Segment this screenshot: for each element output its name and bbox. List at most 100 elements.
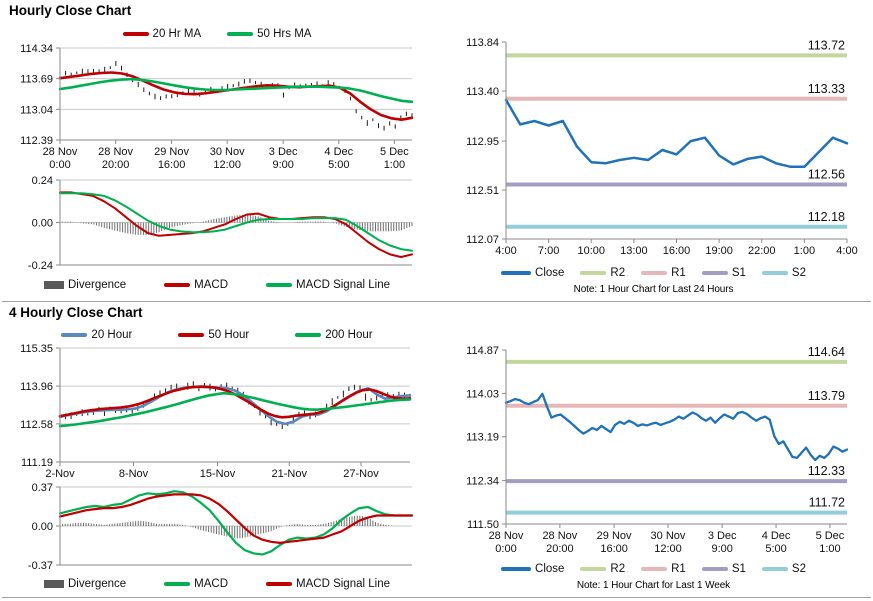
- legend-item-s2: S2: [761, 563, 806, 575]
- svg-text:5:00: 5:00: [328, 159, 349, 171]
- svg-text:112.07: 112.07: [466, 234, 499, 246]
- svg-text:27-Nov: 27-Nov: [343, 468, 379, 480]
- svg-text:28 Nov: 28 Nov: [489, 530, 524, 542]
- hourly_macd-legend: Divergence MACD MACD Signal Line: [14, 275, 420, 295]
- legend-item-r2: R2: [580, 267, 625, 279]
- svg-text:111.19: 111.19: [21, 457, 53, 469]
- svg-text:4 Dec: 4 Dec: [762, 530, 791, 542]
- section-hourly-close: Hourly Close Chart 20 Hr MA 50 Hrs MA 114.…: [9, 3, 861, 298]
- svg-text:114.03: 114.03: [466, 388, 499, 400]
- svg-text:16:00: 16:00: [663, 245, 691, 257]
- legend-label: R2: [610, 563, 626, 575]
- legend-item-divergence: Divergence: [43, 279, 127, 291]
- svg-text:15-Nov: 15-Nov: [200, 468, 236, 480]
- legend-item-s1: S1: [701, 267, 746, 279]
- svg-text:-0.37: -0.37: [28, 560, 53, 572]
- fourhourly_price-canvas: 115.35 113.96 112.58 111.192-Nov 8-Nov 15-Nov…: [20, 344, 412, 480]
- svg-text:113.33: 113.33: [808, 82, 845, 96]
- legend-swatch-icon: [761, 271, 788, 275]
- svg-text:112.33: 112.33: [808, 464, 845, 478]
- svg-text:114.64: 114.64: [808, 345, 845, 359]
- svg-text:16:00: 16:00: [600, 543, 628, 555]
- legend-label: MACD: [194, 279, 229, 291]
- svg-text:29 Nov: 29 Nov: [597, 530, 632, 542]
- svg-text:113.19: 113.19: [466, 432, 499, 444]
- svg-text:0.00: 0.00: [32, 521, 53, 533]
- hourly_macd-canvas: 0.24 0.00 -0.24: [28, 175, 413, 272]
- svg-text:7:00: 7:00: [538, 245, 559, 257]
- svg-text:112.18: 112.18: [808, 210, 845, 224]
- legend-swatch-icon: [227, 32, 254, 36]
- legend-label: Divergence: [67, 279, 127, 291]
- hourly-close-chart: 20 Hr MA 50 Hrs MA 114.34 113.69 113.04 112.3…: [14, 25, 420, 173]
- legend-item-50-hrs-ma: 50 Hrs MA: [227, 28, 311, 40]
- legend-label: R2: [610, 267, 626, 279]
- hourly-pivot-chart: 113.72 113.33 112.56 112.18 113.84 113.40 112.…: [446, 26, 861, 298]
- svg-text:112.34: 112.34: [466, 476, 499, 488]
- fourhourly_price-legend: 20 Hour 50 Hour 200 Hour: [14, 326, 420, 344]
- legend-swatch-icon: [501, 271, 532, 275]
- svg-text:113.79: 113.79: [808, 389, 845, 403]
- svg-text:112.58: 112.58: [20, 419, 53, 431]
- svg-text:30 Nov: 30 Nov: [210, 146, 245, 158]
- legend-swatch-icon: [761, 567, 788, 571]
- legend-label: MACD: [194, 578, 229, 590]
- legend-label: MACD Signal Line: [296, 279, 390, 291]
- legend-label: Close: [535, 563, 565, 575]
- section-title-4hourly: 4 Hourly Close Chart: [9, 305, 143, 320]
- svg-text:4:00: 4:00: [495, 245, 516, 257]
- legend-swatch-icon: [43, 281, 64, 289]
- svg-text:5:00: 5:00: [765, 543, 786, 555]
- 4hourly-macd-chart: 0.37 0.00 -0.37 Divergence MACD MACD Signal L…: [14, 482, 420, 594]
- svg-text:114.34: 114.34: [20, 43, 53, 55]
- legend-item-macd: MACD: [164, 279, 228, 291]
- svg-text:28 Nov: 28 Nov: [43, 146, 78, 158]
- legend-swatch-icon: [701, 567, 728, 571]
- legend-item-close: Close: [501, 563, 564, 575]
- section-4hourly-close: 4 Hourly Close Chart 20 Hour 50 Hour 200 H…: [0, 302, 873, 597]
- legend-label: 20 Hour: [91, 329, 133, 341]
- svg-text:4 Dec: 4 Dec: [324, 146, 353, 158]
- weekly_pivot-note: Note: 1 Hour Chart for Last 1 Week: [576, 580, 731, 591]
- svg-text:8-Nov: 8-Nov: [119, 468, 149, 480]
- legend-label: 200 Hour: [325, 329, 373, 341]
- svg-text:4:00: 4:00: [836, 245, 857, 257]
- legend-label: 50 Hour: [208, 329, 250, 341]
- legend-swatch-icon: [641, 567, 668, 571]
- svg-text:16:00: 16:00: [158, 159, 186, 171]
- svg-text:113.69: 113.69: [20, 74, 53, 86]
- legend-item-macd: MACD: [164, 578, 228, 590]
- weekly_pivot-canvas: 114.64 113.79 112.33 111.72 114.87 114.03 113.…: [466, 345, 849, 555]
- svg-text:113.84: 113.84: [466, 37, 499, 49]
- legend-item-s2: S2: [761, 267, 806, 279]
- svg-text:28 Nov: 28 Nov: [542, 530, 577, 542]
- svg-text:21-Nov: 21-Nov: [272, 468, 308, 480]
- legend-swatch-icon: [580, 567, 607, 571]
- legend-label: R1: [671, 267, 686, 279]
- svg-text:112.56: 112.56: [808, 167, 845, 181]
- legend-item-close: Close: [501, 267, 564, 279]
- svg-text:1:00: 1:00: [794, 245, 815, 257]
- svg-text:2-Nov: 2-Nov: [45, 468, 75, 480]
- weekly_pivot-legend: Close R2 R1 S1 S2: [446, 559, 861, 579]
- legend-swatch-icon: [43, 580, 64, 588]
- svg-text:9:00: 9:00: [711, 543, 732, 555]
- legend-item-s1: S1: [701, 563, 746, 575]
- svg-text:3 Dec: 3 Dec: [708, 530, 737, 542]
- legend-swatch-icon: [266, 283, 293, 287]
- legend-swatch-icon: [266, 582, 293, 586]
- hourly_pivot-canvas: 113.72 113.33 112.56 112.18 113.84 113.40 112.…: [466, 37, 858, 257]
- legend-label: S1: [731, 563, 746, 575]
- svg-text:0.24: 0.24: [32, 175, 53, 187]
- legend-swatch-icon: [641, 271, 668, 275]
- svg-text:30 Nov: 30 Nov: [651, 530, 686, 542]
- svg-text:115.35: 115.35: [20, 344, 53, 355]
- section-divider: [2, 301, 871, 302]
- svg-text:114.87: 114.87: [466, 345, 499, 357]
- svg-text:28 Nov: 28 Nov: [98, 146, 133, 158]
- svg-text:113.72: 113.72: [808, 38, 845, 52]
- svg-text:112.51: 112.51: [466, 185, 499, 197]
- svg-text:9:00: 9:00: [272, 159, 293, 171]
- page-title: Hourly Close Chart: [9, 3, 132, 18]
